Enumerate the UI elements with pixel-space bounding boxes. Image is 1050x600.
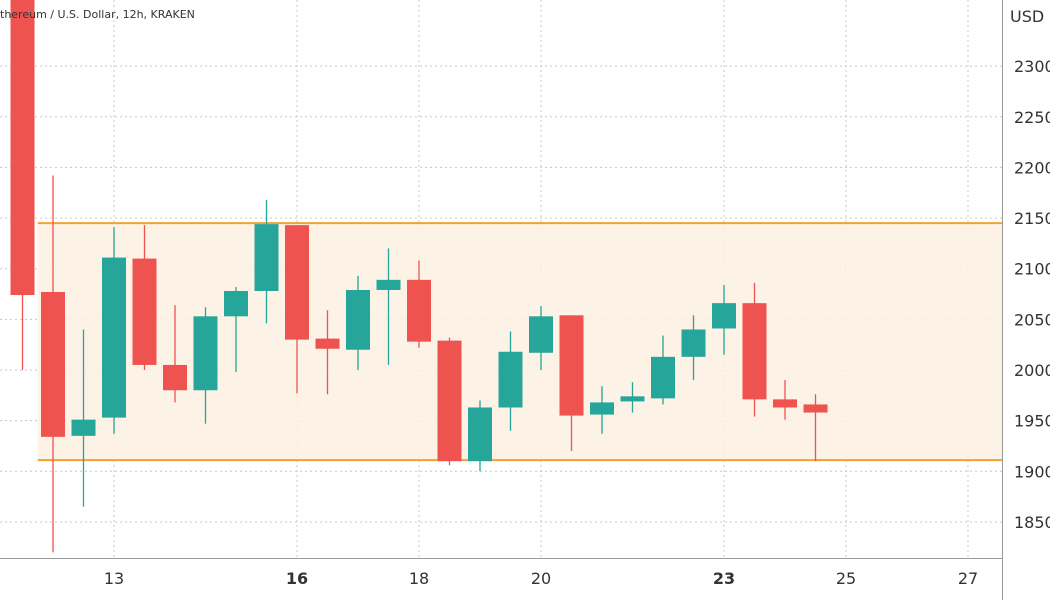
price-tick-label: 2200 xyxy=(1014,158,1050,177)
range-band-fill xyxy=(37,223,1002,461)
price-axis-unit: USD xyxy=(1010,7,1044,26)
price-tick-label: 2100 xyxy=(1014,260,1050,279)
candle-body-down xyxy=(163,364,187,391)
time-tick-label: 18 xyxy=(409,569,429,588)
candle-body-down xyxy=(10,0,35,296)
time-tick-label: 20 xyxy=(531,569,551,588)
price-tick-label: 2000 xyxy=(1014,361,1050,380)
candle-body-up xyxy=(712,303,736,329)
candle-body-down xyxy=(773,399,797,408)
candle-body-up xyxy=(498,351,523,408)
candle-body-up xyxy=(193,316,218,391)
candle-body-up xyxy=(376,279,401,290)
price-axis-bg xyxy=(1002,0,1050,600)
time-tick-label: 23 xyxy=(713,569,735,588)
time-tick-label: 27 xyxy=(958,569,978,588)
price-tick-label: 2150 xyxy=(1014,209,1050,228)
candle-body-up xyxy=(468,407,492,462)
time-axis-bg xyxy=(0,558,1050,600)
candle-body-up xyxy=(681,329,706,357)
candle-body-down xyxy=(315,338,340,349)
time-tick-label: 25 xyxy=(836,569,856,588)
candle-body-up xyxy=(224,290,248,317)
candle-body-down xyxy=(285,225,309,340)
candle-body-down xyxy=(559,315,584,416)
candle-body-down xyxy=(407,279,431,342)
candle-body-up xyxy=(254,224,279,291)
price-tick-label: 2300 xyxy=(1014,57,1050,76)
candle-body-down xyxy=(803,404,828,413)
candle-body-up xyxy=(590,402,614,415)
price-tick-label: 1850 xyxy=(1014,513,1050,532)
candle-body-up xyxy=(620,396,645,402)
candles xyxy=(10,0,828,553)
candle-body-down xyxy=(41,291,65,437)
price-tick-label: 1900 xyxy=(1014,462,1050,481)
candle-body-down xyxy=(742,303,767,400)
candle-body-up xyxy=(346,289,370,350)
candle-body-up xyxy=(102,257,126,418)
time-tick-label: 13 xyxy=(104,569,124,588)
candle-body-up xyxy=(651,356,675,399)
candle-body-down xyxy=(437,340,462,462)
candle-body-up xyxy=(71,419,96,436)
price-tick-label: 1950 xyxy=(1014,412,1050,431)
candle-body-down xyxy=(132,258,157,365)
range-band xyxy=(37,222,1002,462)
candle-body-up xyxy=(529,316,553,353)
chart-title: thereum / U.S. Dollar, 12h, KRAKEN xyxy=(0,8,195,21)
price-tick-label: 2050 xyxy=(1014,310,1050,329)
time-tick-label: 16 xyxy=(286,569,308,588)
price-tick-label: 2250 xyxy=(1014,108,1050,127)
